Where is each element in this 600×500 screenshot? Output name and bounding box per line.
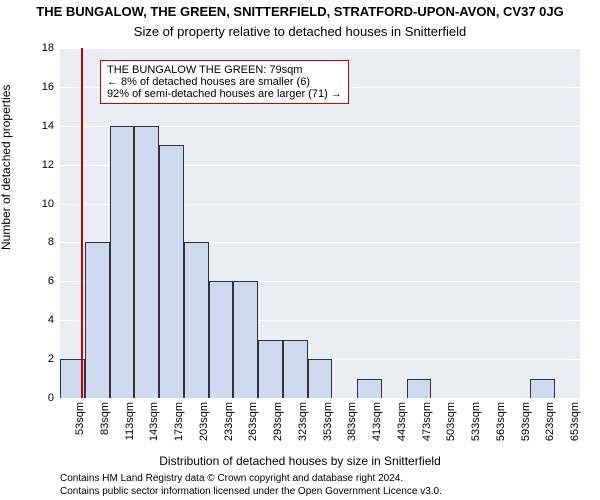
x-axis-label: Distribution of detached houses by size … — [0, 454, 600, 468]
y-tick-label: 0 — [48, 392, 54, 404]
histogram-bar — [308, 359, 333, 398]
credit-line-2: Contains public sector information licen… — [60, 486, 442, 497]
x-tick-label: 563sqm — [495, 398, 507, 452]
chart-title: THE BUNGALOW, THE GREEN, SNITTERFIELD, S… — [0, 4, 600, 19]
gridline — [60, 48, 580, 49]
x-tick-label: 623sqm — [544, 398, 556, 452]
y-axis-label: Number of detached properties — [0, 85, 13, 250]
y-tick-label: 10 — [42, 198, 54, 210]
x-tick-label: 83sqm — [99, 398, 111, 452]
x-tick-label: 323sqm — [297, 398, 309, 452]
histogram-bar — [209, 281, 234, 398]
histogram-bar — [110, 126, 135, 398]
x-tick-label: 533sqm — [470, 398, 482, 452]
annotation-line-1: THE BUNGALOW THE GREEN: 79sqm — [107, 64, 342, 76]
x-tick-label: 173sqm — [173, 398, 185, 452]
histogram-bar — [184, 242, 209, 398]
y-tick-label: 8 — [48, 236, 54, 248]
histogram-bar — [134, 126, 159, 398]
histogram-bar — [357, 379, 382, 398]
credit-line-1: Contains HM Land Registry data © Crown c… — [60, 473, 403, 484]
y-tick-label: 4 — [48, 314, 54, 326]
x-tick-label: 233sqm — [223, 398, 235, 452]
x-tick-label: 383sqm — [346, 398, 358, 452]
x-tick-label: 503sqm — [445, 398, 457, 452]
x-tick-label: 203sqm — [198, 398, 210, 452]
histogram-bar — [233, 281, 258, 398]
x-tick-label: 53sqm — [74, 398, 86, 452]
x-tick-label: 653sqm — [569, 398, 581, 452]
histogram-bar — [530, 379, 555, 398]
annotation-line-3: 92% of semi-detached houses are larger (… — [107, 88, 342, 100]
y-tick-label: 18 — [42, 42, 54, 54]
annotation-box: THE BUNGALOW THE GREEN: 79sqm ← 8% of de… — [100, 60, 349, 104]
y-tick-label: 6 — [48, 275, 54, 287]
histogram-bar — [283, 340, 308, 398]
x-tick-label: 593sqm — [520, 398, 532, 452]
x-tick-label: 413sqm — [371, 398, 383, 452]
y-tick-label: 16 — [42, 81, 54, 93]
plot-area: 024681012141618 53sqm83sqm113sqm143sqm17… — [60, 48, 580, 398]
y-tick-label: 12 — [42, 159, 54, 171]
x-tick-label: 443sqm — [396, 398, 408, 452]
x-tick-label: 473sqm — [421, 398, 433, 452]
x-tick-label: 113sqm — [124, 398, 136, 452]
histogram-bar — [407, 379, 432, 398]
x-tick-label: 353sqm — [322, 398, 334, 452]
reference-line — [81, 48, 83, 398]
x-tick-label: 143sqm — [148, 398, 160, 452]
x-tick-label: 263sqm — [247, 398, 259, 452]
y-tick-label: 14 — [42, 120, 54, 132]
chart-subtitle: Size of property relative to detached ho… — [0, 24, 600, 39]
annotation-line-2: ← 8% of detached houses are smaller (6) — [107, 76, 342, 88]
histogram-bar — [258, 340, 283, 398]
chart-container: THE BUNGALOW, THE GREEN, SNITTERFIELD, S… — [0, 0, 600, 500]
y-tick-label: 2 — [48, 353, 54, 365]
credit-text: Contains HM Land Registry data © Crown c… — [60, 473, 590, 498]
histogram-bar — [85, 242, 110, 398]
x-tick-label: 293sqm — [272, 398, 284, 452]
histogram-bar — [159, 145, 184, 398]
